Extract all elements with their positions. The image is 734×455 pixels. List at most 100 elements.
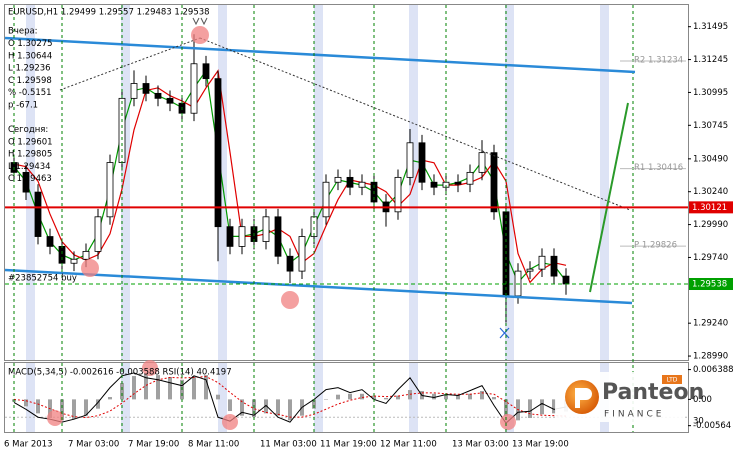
x-tick-label: 8 Mar 11:00 bbox=[188, 440, 239, 450]
candle-body bbox=[82, 250, 90, 260]
macd-bar bbox=[540, 399, 544, 415]
info-panel: Вчера: O 1.30275 H 1.30644 L 1.29236 C 1.295… bbox=[8, 27, 53, 185]
order-label: #23852754 buy bbox=[8, 274, 77, 284]
macd-bar bbox=[60, 399, 64, 421]
macd-bar bbox=[84, 399, 88, 416]
indicator-panel bbox=[4, 362, 689, 433]
x-tick-label: 11 Mar 03:00 bbox=[260, 440, 317, 450]
rsi-line bbox=[13, 372, 567, 424]
candle-body bbox=[478, 152, 486, 173]
macd-bar bbox=[144, 373, 148, 400]
x-tick-label: 6 Mar 2013 bbox=[4, 440, 52, 450]
candle-body bbox=[358, 181, 366, 188]
info-line: H 1.29805 bbox=[8, 150, 52, 160]
logo-tag: LTD bbox=[667, 377, 678, 384]
macd-bar bbox=[444, 394, 448, 400]
y-tick-label: 1.30490 bbox=[693, 154, 728, 164]
macd-bar bbox=[312, 399, 316, 409]
macd-bar bbox=[120, 383, 124, 400]
y-tick-label: 1.29240 bbox=[693, 319, 728, 329]
macd-bar bbox=[456, 394, 460, 400]
macd-bar bbox=[156, 375, 160, 400]
info-line: L 1.29236 bbox=[8, 64, 51, 74]
candle-body bbox=[106, 162, 114, 218]
candle-body bbox=[262, 216, 270, 242]
macd-bar bbox=[552, 399, 556, 414]
y-tick-label: 1.29990 bbox=[693, 220, 728, 230]
candle-body bbox=[538, 255, 546, 270]
macd-signal bbox=[13, 376, 567, 419]
macd-bar bbox=[96, 399, 100, 409]
candle-body bbox=[238, 226, 246, 247]
macd-bar bbox=[432, 393, 436, 400]
logo-sub: FINANCE bbox=[604, 410, 664, 420]
y-tick-label: 1.28990 bbox=[693, 352, 728, 362]
macd-bar bbox=[324, 399, 328, 400]
macd-bar bbox=[72, 399, 76, 419]
info-line: C 1.29463 bbox=[8, 174, 52, 184]
y-tick-label: -0.00564 bbox=[693, 421, 731, 431]
price-tag-label: 1.29538 bbox=[692, 280, 727, 290]
y-tick-label: 1.29740 bbox=[693, 253, 728, 263]
info-heading: Сегодня: bbox=[8, 125, 48, 135]
x-tick-label: 7 Mar 19:00 bbox=[128, 440, 179, 450]
candle-body bbox=[430, 181, 438, 188]
info-line: C 1.29598 bbox=[8, 76, 52, 86]
info-line: p -67.1 bbox=[8, 101, 38, 111]
pivot-label: R1 1.30416 bbox=[634, 163, 683, 173]
x-tick-label: 12 Mar 11:00 bbox=[380, 440, 437, 450]
candle-body bbox=[298, 236, 306, 272]
y-tick-label: 0.00 bbox=[693, 395, 712, 405]
candle-body bbox=[190, 63, 198, 114]
candle-body bbox=[346, 176, 354, 188]
indicator-title: MACD(5,34,5) -0.002616 -0.003588 RSI(14)… bbox=[8, 368, 232, 378]
macd-bar bbox=[492, 397, 496, 400]
info-line: H 1.30644 bbox=[8, 51, 52, 61]
pivot-label: P 1.29826 bbox=[634, 241, 677, 251]
candle-body bbox=[214, 78, 222, 228]
price-tag-label: 1.30121 bbox=[692, 203, 727, 213]
macd-bar bbox=[108, 397, 112, 400]
indicator-markers bbox=[47, 360, 516, 430]
macd-bar bbox=[264, 399, 268, 414]
info-line: O 1.30275 bbox=[8, 39, 53, 49]
info-line: O 1.29601 bbox=[8, 137, 53, 147]
macd-bar bbox=[384, 397, 388, 400]
info-line: L 1.29434 bbox=[8, 162, 51, 172]
macd-bar bbox=[528, 399, 532, 419]
macd-bar bbox=[480, 390, 484, 400]
macd-bar bbox=[396, 395, 400, 400]
drawings bbox=[5, 17, 636, 339]
price-panel bbox=[4, 4, 689, 361]
chart-title: EURUSD,H1 1.29499 1.29557 1.29483 1.2953… bbox=[8, 8, 210, 18]
candle-body bbox=[58, 245, 66, 264]
candle-body bbox=[406, 142, 414, 178]
candle-body bbox=[142, 83, 150, 94]
price-tag bbox=[689, 278, 733, 291]
x-tick-label: 7 Mar 03:00 bbox=[68, 440, 119, 450]
candle-body bbox=[70, 258, 78, 264]
candle-body bbox=[394, 176, 402, 213]
macd-bar bbox=[168, 376, 172, 400]
candle-body bbox=[166, 97, 174, 104]
candle-body bbox=[46, 236, 54, 247]
macd-bar bbox=[192, 376, 196, 400]
y-tick-label: 1.30745 bbox=[693, 121, 728, 131]
info-heading: Вчера: bbox=[8, 27, 38, 37]
logo: Panteon FINANCE LTD bbox=[555, 372, 704, 422]
macd-bar bbox=[372, 395, 376, 400]
macd-bar bbox=[240, 399, 244, 416]
candle-body bbox=[322, 181, 330, 218]
candle-body bbox=[490, 152, 498, 213]
macd-bar bbox=[132, 376, 136, 400]
candle-body bbox=[562, 275, 570, 285]
candle-body bbox=[202, 63, 210, 80]
y-tick-label: 1.30995 bbox=[693, 88, 728, 98]
macd-bar bbox=[336, 394, 340, 400]
candle-body bbox=[418, 142, 426, 183]
candle-body bbox=[526, 268, 534, 272]
candle-body bbox=[514, 270, 522, 297]
macd-bar bbox=[252, 399, 256, 418]
candle-body bbox=[154, 92, 162, 99]
